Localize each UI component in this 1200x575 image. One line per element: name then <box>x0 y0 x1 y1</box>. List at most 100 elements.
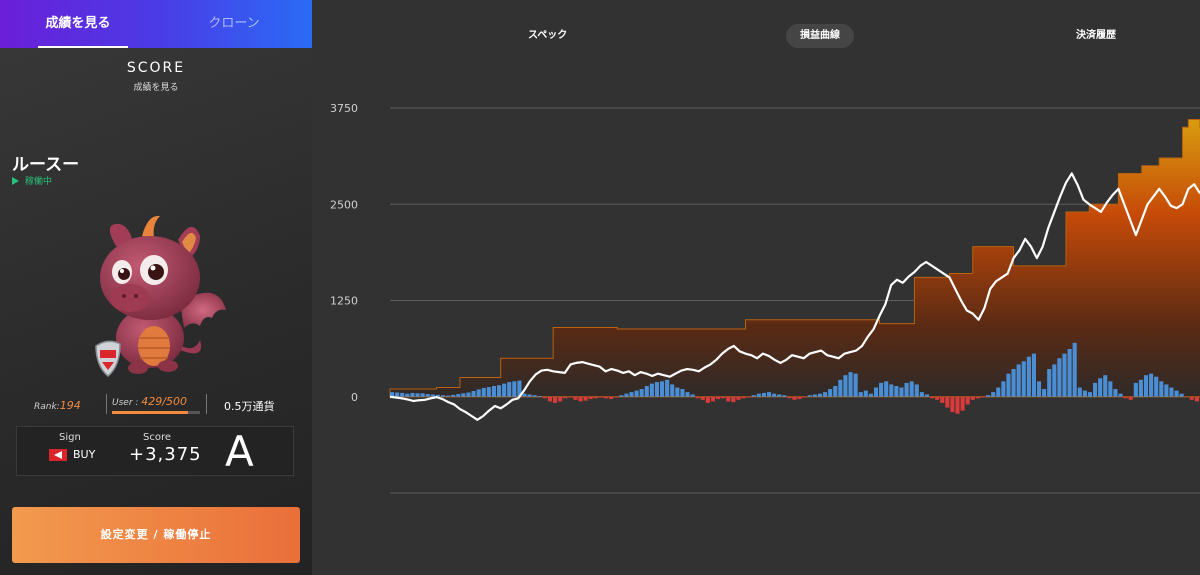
pnl-bar <box>553 396 558 403</box>
pnl-bar <box>481 387 486 397</box>
pnl-bar <box>496 385 502 397</box>
rank: Rank:194 <box>34 399 81 412</box>
user-count: User : 429/500 <box>112 395 187 408</box>
user-value: 429/500 <box>141 395 187 408</box>
pnl-bar <box>1133 382 1138 397</box>
left-panel: 成績を見る クローン SCORE 成績を見る ルースー 稼働中 <box>0 0 312 575</box>
pnl-bar <box>940 396 945 403</box>
pnl-bar <box>716 396 721 400</box>
score-title: SCORE <box>126 60 186 76</box>
pnl-bar <box>410 392 415 397</box>
pnl-bar <box>670 384 675 397</box>
y-tick-label: 0 <box>351 391 358 404</box>
bot-name: ルースー <box>12 155 80 175</box>
pnl-bar <box>598 396 603 398</box>
pnl-bar <box>991 392 996 397</box>
pnl-bar <box>919 392 924 397</box>
pnl-bar <box>1098 378 1103 397</box>
tab-score[interactable]: 成績を見る <box>0 0 156 48</box>
pnl-bar <box>899 387 904 397</box>
pnl-bar <box>593 396 598 399</box>
pnl-bar <box>858 392 863 397</box>
pnl-bar <box>975 396 980 399</box>
nav-pnl-curve[interactable]: 損益曲線 <box>786 24 854 48</box>
pnl-bar <box>451 394 456 397</box>
pnl-bar <box>766 392 772 397</box>
pnl-bar <box>507 382 512 397</box>
pnl-bar <box>950 396 955 413</box>
pnl-bar <box>792 396 797 400</box>
pnl-bar <box>1006 373 1011 397</box>
pnl-bar <box>619 395 624 397</box>
pnl-bar <box>884 381 889 397</box>
pnl-bar <box>425 394 430 397</box>
pnl-bar <box>1001 381 1006 397</box>
user-progress-bar <box>112 411 200 414</box>
pnl-bar <box>726 396 731 402</box>
pnl-bar <box>665 379 670 397</box>
pnl-bar <box>1052 364 1057 397</box>
pnl-bar <box>756 393 761 397</box>
pnl-bar <box>1128 396 1133 400</box>
pnl-bar <box>817 393 823 397</box>
pnl-bar <box>930 396 935 399</box>
pnl-bar <box>502 383 507 397</box>
settings-stop-button[interactable]: 設定変更 / 稼働停止 <box>12 507 300 563</box>
bot-status-label: 稼働中 <box>25 177 53 187</box>
pnl-bar <box>578 396 583 402</box>
chart-nav: スペック 損益曲線 決済履歴 <box>312 24 1200 48</box>
grade-badge: A <box>225 427 254 476</box>
pnl-bar <box>695 396 700 399</box>
pnl-bar <box>705 396 710 403</box>
pnl-bar <box>761 392 766 397</box>
pnl-bar <box>1138 379 1143 397</box>
pnl-bar <box>1011 369 1016 397</box>
pnl-bar <box>894 385 899 397</box>
pnl-bar <box>471 390 476 397</box>
pnl-bar <box>710 396 716 402</box>
pnl-bar <box>1067 349 1072 397</box>
currency-amount: 0.5万通貨 <box>224 400 275 413</box>
pnl-bar <box>1159 381 1164 397</box>
pnl-bar <box>772 393 777 397</box>
pnl-bar <box>415 393 420 397</box>
score-header: SCORE 成績を見る <box>0 60 312 93</box>
pnl-bar <box>512 381 517 397</box>
pnl-bar <box>390 392 395 397</box>
pnl-bar <box>736 396 741 400</box>
pnl-bar <box>1072 342 1077 397</box>
pnl-bar <box>568 396 573 398</box>
pnl-bar <box>609 396 614 400</box>
high-water-area <box>389 119 1200 398</box>
pnl-bar <box>690 394 695 397</box>
pnl-bar <box>873 387 879 397</box>
rank-label: Rank: <box>34 402 60 412</box>
pnl-bar <box>1062 353 1067 397</box>
nav-settlement-history[interactable]: 決済履歴 <box>1076 30 1116 41</box>
pnl-bar <box>588 396 593 400</box>
pnl-bar <box>970 396 975 400</box>
pnl-bar <box>807 395 812 397</box>
pnl-bar <box>649 383 654 397</box>
pnl-bar <box>935 396 940 400</box>
nav-spec[interactable]: スペック <box>528 30 568 41</box>
pnl-bar <box>573 396 578 400</box>
y-tick-label: 2500 <box>330 198 358 211</box>
tab-clone[interactable]: クローン <box>208 16 260 31</box>
pnl-bar <box>741 396 746 399</box>
user-label: User : <box>112 398 142 408</box>
pnl-bar <box>751 395 756 397</box>
pnl-bar <box>843 375 848 397</box>
pnl-bar <box>1047 369 1052 397</box>
pnl-bar <box>654 382 659 397</box>
pnl-bar <box>1118 393 1123 397</box>
user-progress-fill <box>112 411 188 414</box>
pnl-bar <box>440 395 446 397</box>
pnl-bar <box>1087 392 1093 397</box>
pnl-bar <box>532 395 537 397</box>
pnl-bar <box>1021 361 1026 397</box>
pnl-bar <box>629 392 634 397</box>
pnl-bar <box>802 396 807 398</box>
pnl-bar <box>731 396 736 403</box>
